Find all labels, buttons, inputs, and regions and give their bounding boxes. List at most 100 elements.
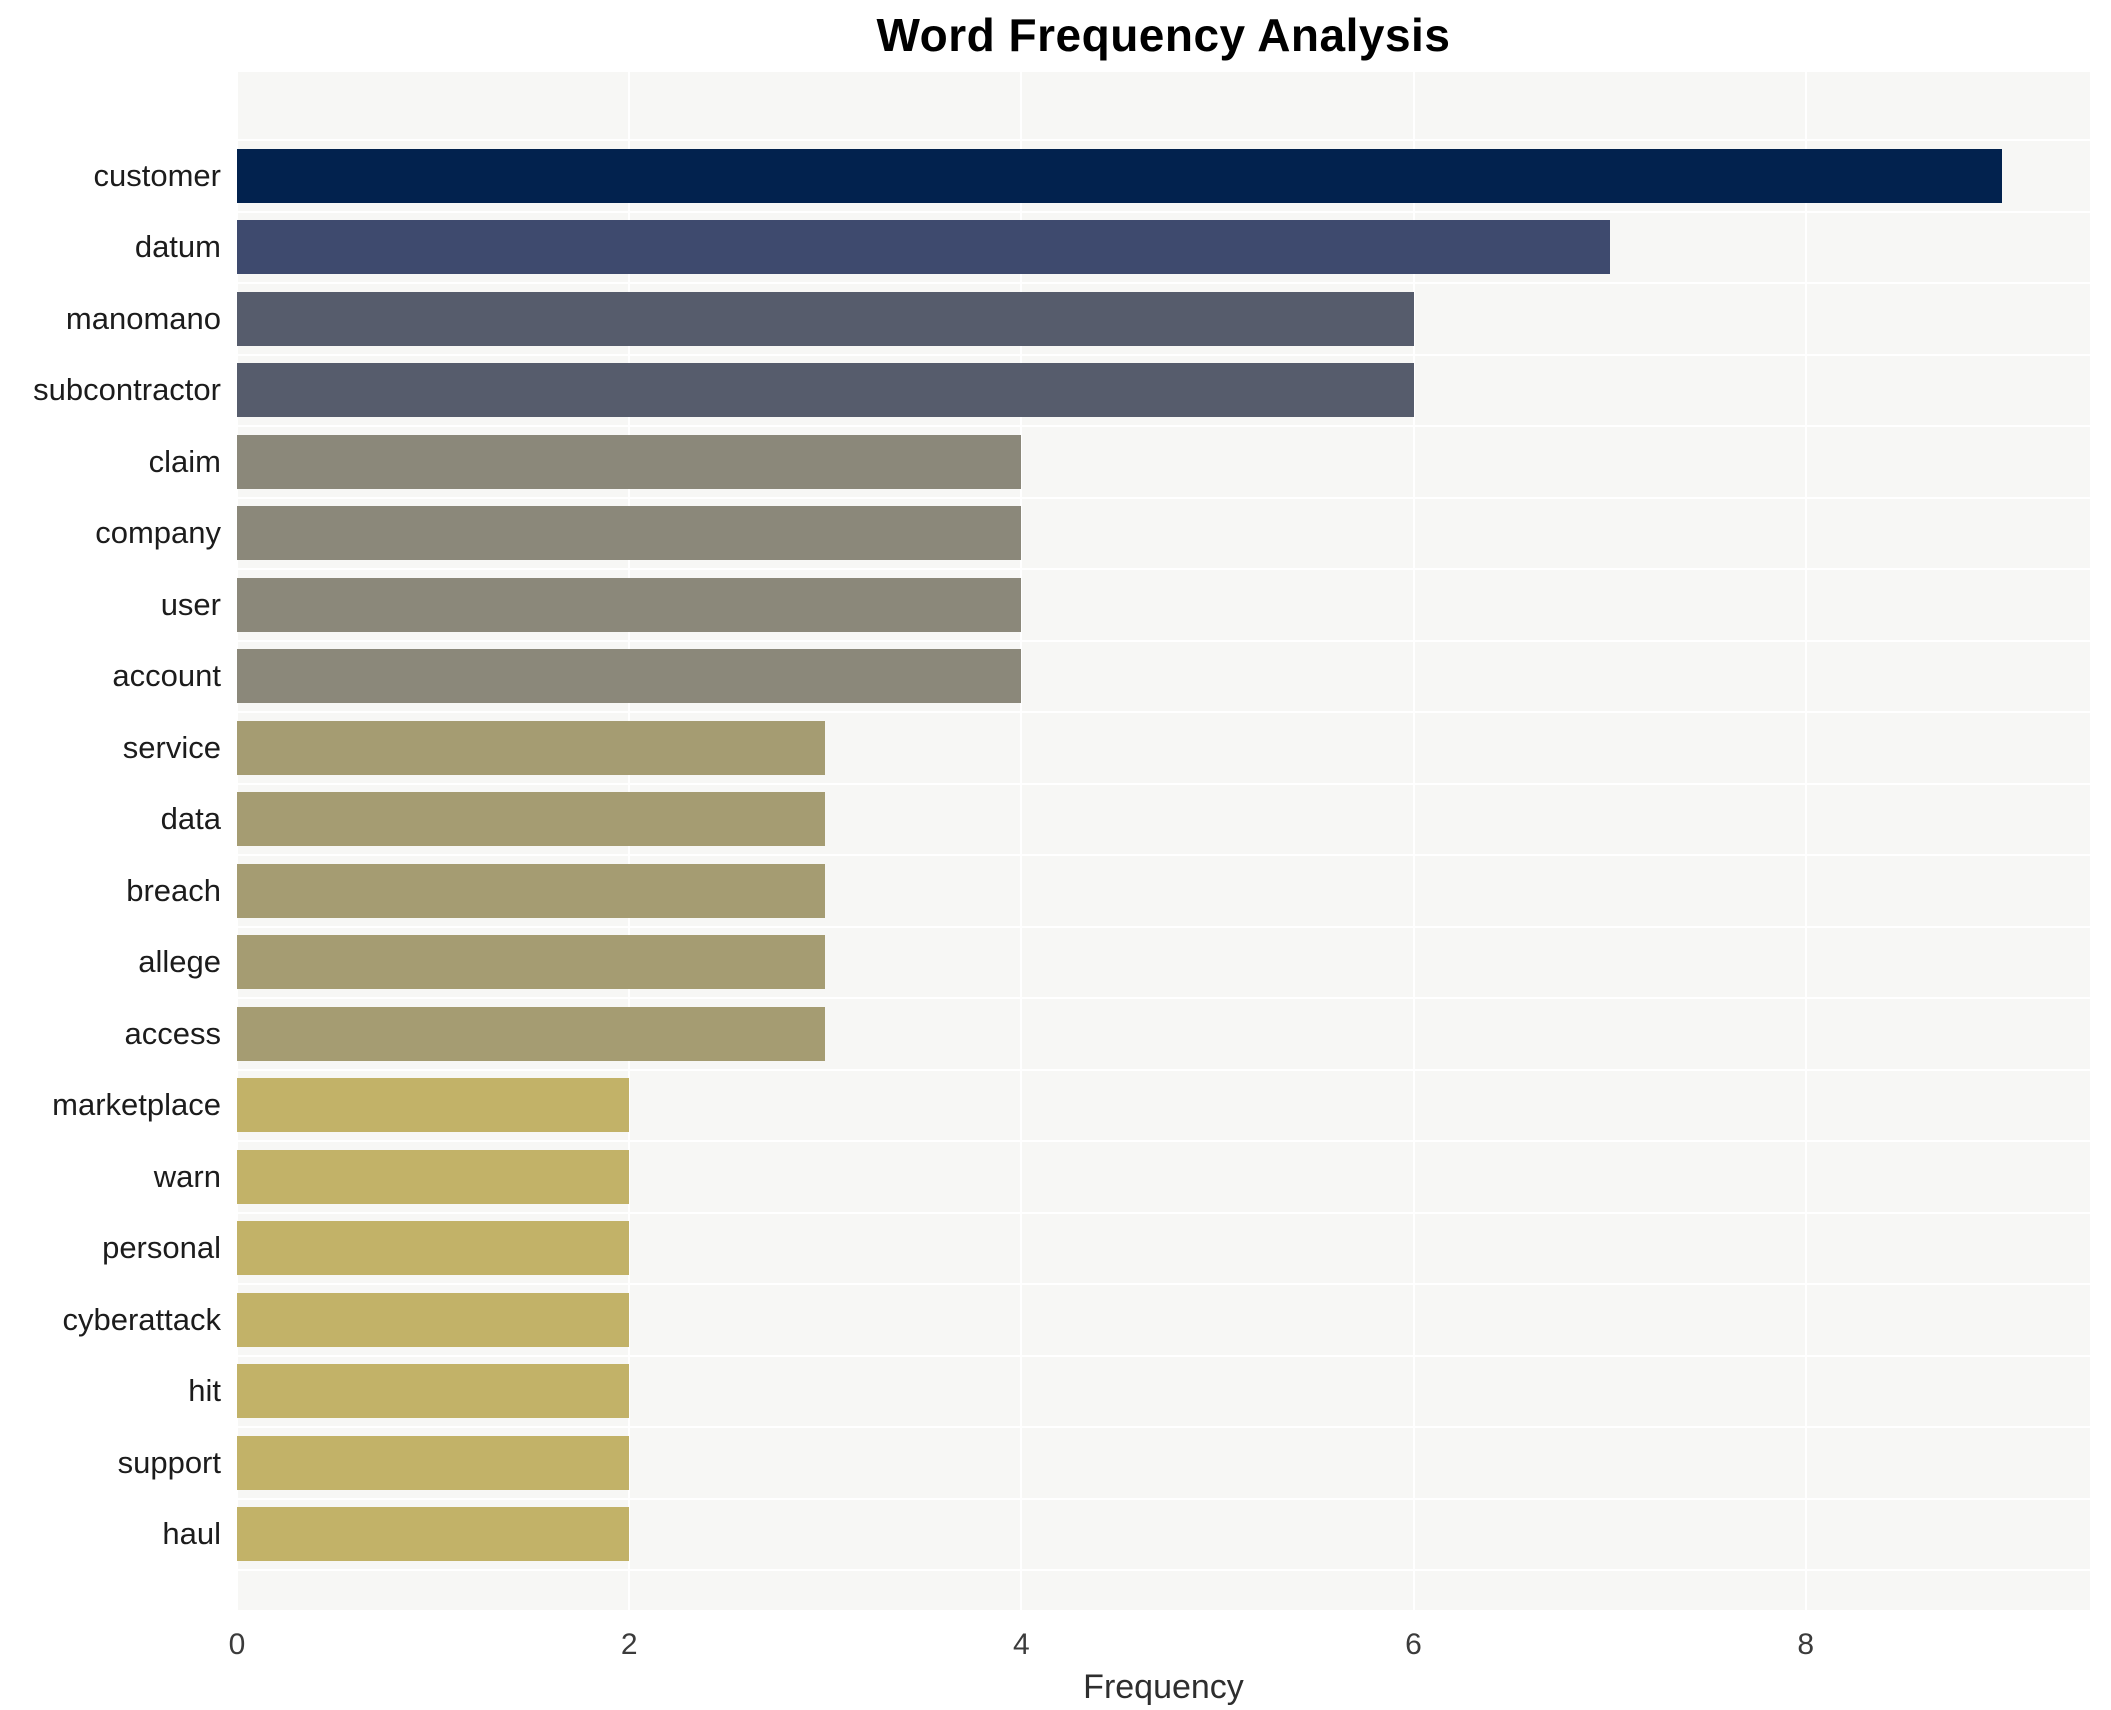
horizontal-gridline [237, 997, 2090, 999]
bar-rows: customer datum manomano subcontractor claim c… [0, 140, 2090, 1570]
category-label: access [124, 1015, 221, 1051]
category-label: marketplace [52, 1087, 221, 1123]
bar-track [237, 784, 2090, 856]
category-label: claim [148, 443, 221, 479]
vertical-gridline [1020, 72, 1023, 1610]
bar-row: manomano [0, 283, 2090, 355]
bar-track [237, 1141, 2090, 1213]
x-tick-label: 4 [1012, 1628, 1030, 1661]
category-label: hit [188, 1373, 221, 1409]
bar-track [237, 140, 2090, 212]
x-tick-label: 2 [620, 1628, 638, 1661]
bar-row: haul [0, 1499, 2090, 1571]
bar-row: datum [0, 212, 2090, 284]
category-label: support [117, 1444, 221, 1480]
bar-personal [237, 1221, 630, 1276]
bar-row: hit [0, 1356, 2090, 1428]
bar-track [237, 1284, 2090, 1356]
bar-haul [237, 1507, 630, 1562]
bar-marketplace [237, 1078, 630, 1133]
bar-row: breach [0, 855, 2090, 927]
bar-track [237, 498, 2090, 570]
bar-track [237, 212, 2090, 284]
category-label: company [95, 515, 221, 551]
x-axis-ticks: 0 2 4 6 8 [229, 1628, 2090, 1668]
vertical-gridline [1412, 72, 1415, 1610]
bar-row: subcontractor [0, 355, 2090, 427]
category-label: service [122, 729, 221, 765]
bar-row: claim [0, 426, 2090, 498]
horizontal-gridline [237, 639, 2090, 642]
bar-track [237, 355, 2090, 427]
bar-support [237, 1435, 630, 1490]
x-tick-label: 6 [1405, 1628, 1422, 1661]
bar-row: user [0, 569, 2090, 641]
bar-row: allege [0, 927, 2090, 999]
bar-track [237, 1356, 2090, 1428]
horizontal-gridline [237, 1068, 2090, 1071]
horizontal-gridline [237, 1283, 2090, 1285]
horizontal-gridline [237, 282, 2090, 284]
bar-row: company [0, 498, 2090, 570]
bar-track [237, 1070, 2090, 1142]
bar-account [237, 649, 1022, 704]
bar-user [237, 577, 1022, 632]
bar-row: cyberattack [0, 1284, 2090, 1356]
bar-breach [237, 863, 826, 918]
horizontal-gridline [237, 925, 2090, 928]
bar-company [237, 506, 1022, 561]
category-label: account [112, 658, 221, 694]
bar-cyberattack [237, 1292, 630, 1347]
bar-row: support [0, 1427, 2090, 1499]
category-label: cyberattack [62, 1301, 221, 1337]
horizontal-gridline [237, 1211, 2090, 1214]
bar-row: personal [0, 1213, 2090, 1285]
bar-track [237, 569, 2090, 641]
horizontal-gridline [237, 1426, 2090, 1428]
bar-track [237, 1499, 2090, 1571]
horizontal-gridline [237, 1354, 2090, 1357]
bar-customer [237, 148, 2002, 203]
bar-subcontractor [237, 363, 1414, 418]
category-label: warn [153, 1158, 221, 1194]
bar-access [237, 1006, 826, 1061]
horizontal-gridline [237, 1140, 2090, 1142]
chart-title: Word Frequency Analysis [876, 9, 1451, 61]
bar-data [237, 792, 826, 847]
bar-datum [237, 220, 1610, 275]
vertical-gridline [1804, 72, 1807, 1610]
bar-track [237, 426, 2090, 498]
bar-row: customer [0, 140, 2090, 212]
bar-row: access [0, 998, 2090, 1070]
bar-row: service [0, 712, 2090, 784]
bar-track [237, 641, 2090, 713]
x-axis-label: Frequency [1083, 1668, 1244, 1706]
bar-allege [237, 935, 826, 990]
bar-track [237, 855, 2090, 927]
horizontal-gridline [237, 139, 2090, 141]
bar-service [237, 720, 826, 775]
category-label: manomano [65, 300, 221, 336]
bar-manomano [237, 291, 1414, 346]
category-label: breach [126, 872, 221, 908]
category-label: subcontractor [33, 372, 221, 408]
bar-row: account [0, 641, 2090, 713]
bar-track [237, 1213, 2090, 1285]
horizontal-gridline [237, 711, 2090, 713]
bar-track [237, 283, 2090, 355]
horizontal-gridline [237, 568, 2090, 570]
category-label: personal [102, 1230, 221, 1266]
bar-row: warn [0, 1141, 2090, 1213]
bar-claim [237, 434, 1022, 489]
bar-hit [237, 1364, 630, 1419]
bar-row: marketplace [0, 1070, 2090, 1142]
bar-track [237, 998, 2090, 1070]
bar-track [237, 1427, 2090, 1499]
horizontal-gridline [237, 425, 2090, 427]
category-label: customer [93, 157, 221, 193]
category-label: datum [134, 229, 221, 265]
horizontal-gridline [237, 353, 2090, 356]
horizontal-gridline [237, 782, 2090, 785]
horizontal-gridline [237, 210, 2090, 213]
bar-warn [237, 1149, 630, 1204]
